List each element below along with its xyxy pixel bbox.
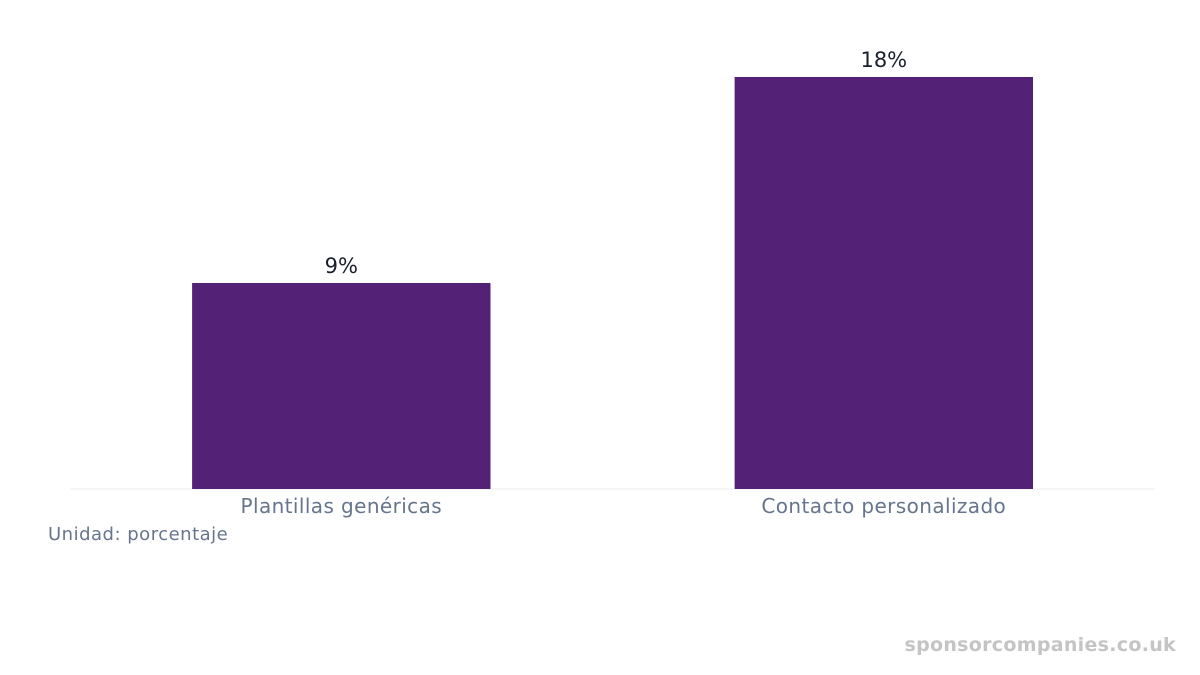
bar [734,77,1033,489]
data-label: 9% [325,254,358,278]
bars-group [192,77,1033,489]
unit-note: Unidad: porcentaje [48,524,229,545]
data-label: 18% [860,48,907,72]
watermark: sponsorcompanies.co.uk [904,634,1176,656]
bar-chart: 9% Plantillas genéricas 18% Contacto person… [70,48,1155,518]
labels-group: 9% Plantillas genéricas 18% Contacto person… [241,48,1006,518]
bar [192,283,491,489]
x-tick-label: Contacto personalizado [761,494,1006,518]
x-tick-label: Plantillas genéricas [241,494,443,518]
